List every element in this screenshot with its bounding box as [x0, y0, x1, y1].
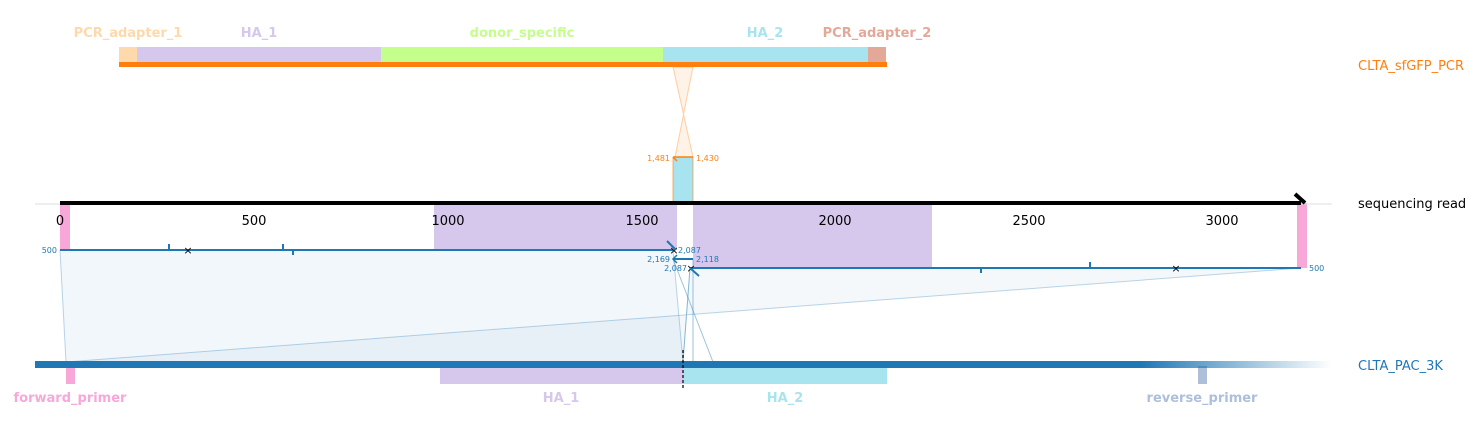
tick-label-3000: 3000 — [1205, 214, 1238, 229]
ha-2-block — [663, 47, 868, 63]
alignment-3-left-label: 2,087 — [664, 264, 687, 273]
tick-label-1000: 1000 — [431, 214, 464, 229]
read-arrowhead — [1293, 192, 1307, 205]
target-bar-fade — [1140, 361, 1332, 368]
tick-label-500: 500 — [242, 214, 267, 229]
donor-reference-bar — [119, 62, 887, 67]
donor-track-label: CLTA_sfGFP_PCR — [1358, 59, 1464, 74]
target-ha-1-block — [440, 366, 683, 384]
donor-specific-label: donor_specific — [470, 26, 575, 41]
donor-crossover: 1,481 1,430 — [647, 66, 719, 203]
alignment-1-mismatch-x: × — [183, 244, 192, 257]
tick-label-1500: 1500 — [625, 214, 658, 229]
target-track: forward_primer HA_1 HA_2 reverse_primer … — [14, 350, 1443, 406]
pcr-adapter-1-block — [119, 47, 137, 63]
donor-right-coordinate: 1,430 — [696, 154, 719, 163]
tick-label-2000: 2000 — [818, 214, 851, 229]
target-forward-primer-block — [66, 366, 75, 384]
alignment-2-left-label: 2,169 — [647, 255, 670, 264]
read-axis: 0 500 1000 1500 2000 2500 3000 sequencin… — [35, 192, 1466, 229]
read-feature-shading — [60, 203, 1307, 268]
ha-2-label: HA_2 — [747, 26, 784, 41]
target-reverse-primer-block — [1198, 366, 1207, 384]
alignments: × × 500 2,087 2,169 2,118 × × 2,087 500 — [42, 240, 1324, 277]
pcr-adapter-2-block — [868, 47, 886, 63]
alignment-1-end-x: × — [669, 244, 678, 257]
read-track-label: sequencing read — [1358, 197, 1466, 212]
donor-track: PCR_adapter_1 HA_1 donor_specific HA_2 P… — [74, 26, 1464, 74]
target-track-label: CLTA_PAC_3K — [1358, 359, 1443, 374]
read-ha-1-shade-right — [693, 203, 932, 268]
tick-label-0: 0 — [56, 214, 64, 229]
target-ha-1-label: HA_1 — [543, 391, 580, 406]
alignment-1-right-end-label: 2,087 — [678, 246, 701, 255]
target-bar-solid — [35, 361, 1140, 368]
pcr-adapter-1-label: PCR_adapter_1 — [74, 26, 183, 41]
alignment-1-left-end-label: 500 — [42, 246, 57, 255]
donor-specific-block — [381, 47, 663, 63]
donor-segment-on-read — [673, 157, 693, 203]
target-ha-2-label: HA_2 — [767, 391, 804, 406]
ha-1-block — [137, 47, 381, 63]
ha-1-label: HA_1 — [241, 26, 278, 41]
tick-label-2500: 2500 — [1012, 214, 1045, 229]
alignment-2-right-label: 2,118 — [696, 255, 719, 264]
alignment-3-mismatch-x: × — [1171, 262, 1180, 275]
reverse-primer-label: reverse_primer — [1147, 391, 1259, 406]
donor-left-coordinate: 1,481 — [647, 154, 670, 163]
read-reverse-primer-shade — [1297, 203, 1307, 268]
read-forward-primer-shade — [60, 203, 70, 250]
pcr-adapter-2-label: PCR_adapter_2 — [823, 26, 932, 41]
alignment-3-right-end-label: 500 — [1309, 264, 1324, 273]
target-ha-2-block — [683, 366, 887, 384]
read-ha-1-shade — [434, 203, 677, 250]
forward-primer-label: forward_primer — [14, 391, 128, 406]
